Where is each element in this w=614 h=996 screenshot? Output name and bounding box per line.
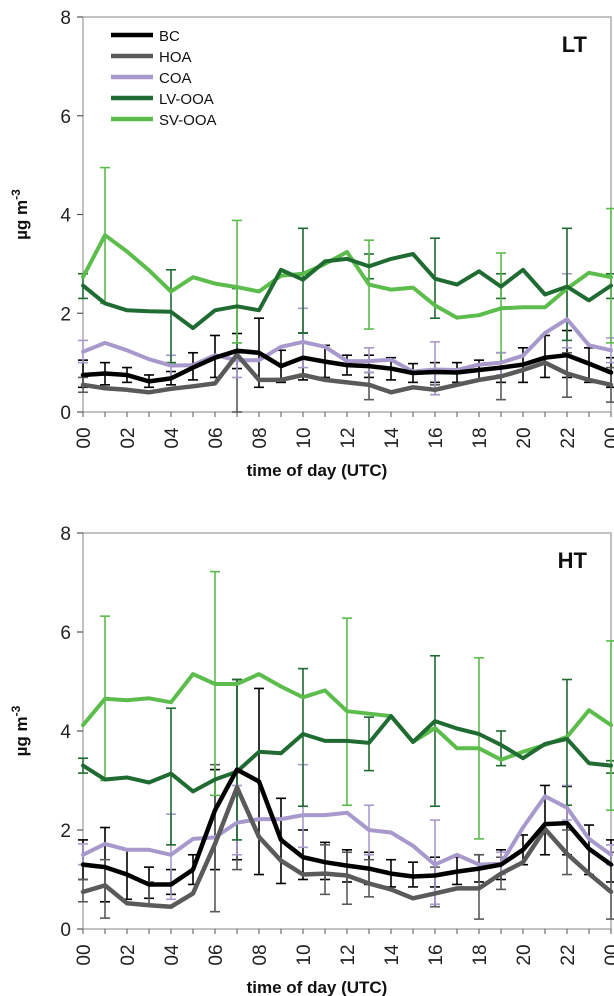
y-tick-label: 0 — [60, 920, 71, 941]
x-tick-label: 04 — [162, 944, 183, 966]
series-line-lv-ooa — [81, 714, 613, 794]
x-tick-label: 06 — [206, 427, 227, 448]
legend-label-sv-ooa: SV-OOA — [159, 112, 217, 129]
x-tick-label: 08 — [250, 944, 271, 965]
legend-label-bc: BC — [159, 28, 180, 45]
x-tick-label: 00 — [74, 427, 95, 448]
x-tick-label: 20 — [514, 944, 535, 965]
x-tick-label: 02 — [118, 427, 139, 448]
y-tick-label: 4 — [60, 206, 71, 227]
x-tick-label: 20 — [514, 427, 535, 448]
x-tick-label: 10 — [294, 427, 315, 448]
series-line-hoa — [80, 785, 614, 909]
y-tick-label: 0 — [60, 403, 71, 424]
y-tick-label: 8 — [60, 524, 71, 545]
x-tick-label: 14 — [382, 427, 403, 449]
x-tick-label: 12 — [338, 944, 359, 965]
y-tick-label: 4 — [60, 722, 71, 743]
y-tick-label: 2 — [60, 304, 71, 325]
panel-title: LT — [562, 32, 588, 57]
x-tick-label: 02 — [118, 944, 139, 965]
y-tick-label: 8 — [60, 8, 71, 29]
x-tick-label: 16 — [426, 427, 447, 448]
y-tick-label: 6 — [60, 623, 71, 644]
y-tick-label: 2 — [60, 821, 71, 842]
y-axis-title: µg m-3 — [9, 189, 31, 240]
legend-label-coa: COA — [159, 70, 192, 87]
x-tick-label: 18 — [470, 427, 491, 448]
series-line-bc — [80, 348, 614, 384]
series-line-bc — [80, 767, 614, 887]
x-axis-title: time of day (UTC) — [247, 461, 388, 480]
panel-title: HT — [558, 548, 588, 573]
x-tick-label: 14 — [382, 944, 403, 966]
series-line-sv-ooa — [81, 672, 613, 762]
legend-label-lv-ooa: LV-OOA — [159, 91, 214, 108]
x-tick-label: 04 — [162, 427, 183, 449]
x-axis-title: time of day (UTC) — [247, 978, 388, 996]
x-tick-label: 12 — [338, 427, 359, 448]
x-tick-label: 00 — [602, 944, 614, 965]
x-tick-label: 18 — [470, 944, 491, 965]
x-tick-label: 22 — [558, 944, 579, 965]
x-tick-label: 00 — [602, 427, 614, 448]
series-line-coa — [81, 317, 613, 374]
y-axis-title: µg m-3 — [9, 705, 31, 756]
x-tick-label: 00 — [74, 944, 95, 965]
x-tick-label: 08 — [250, 427, 271, 448]
x-tick-label: 10 — [294, 944, 315, 965]
y-tick-label: 6 — [60, 107, 71, 128]
series-line-sv-ooa — [81, 233, 613, 320]
series-line-lv-ooa — [81, 252, 613, 331]
x-tick-label: 22 — [558, 427, 579, 448]
legend-label-hoa: HOA — [159, 49, 192, 66]
series-line-hoa — [80, 352, 614, 395]
x-tick-label: 16 — [426, 944, 447, 965]
x-tick-label: 06 — [206, 944, 227, 965]
series-line-coa — [81, 794, 613, 867]
